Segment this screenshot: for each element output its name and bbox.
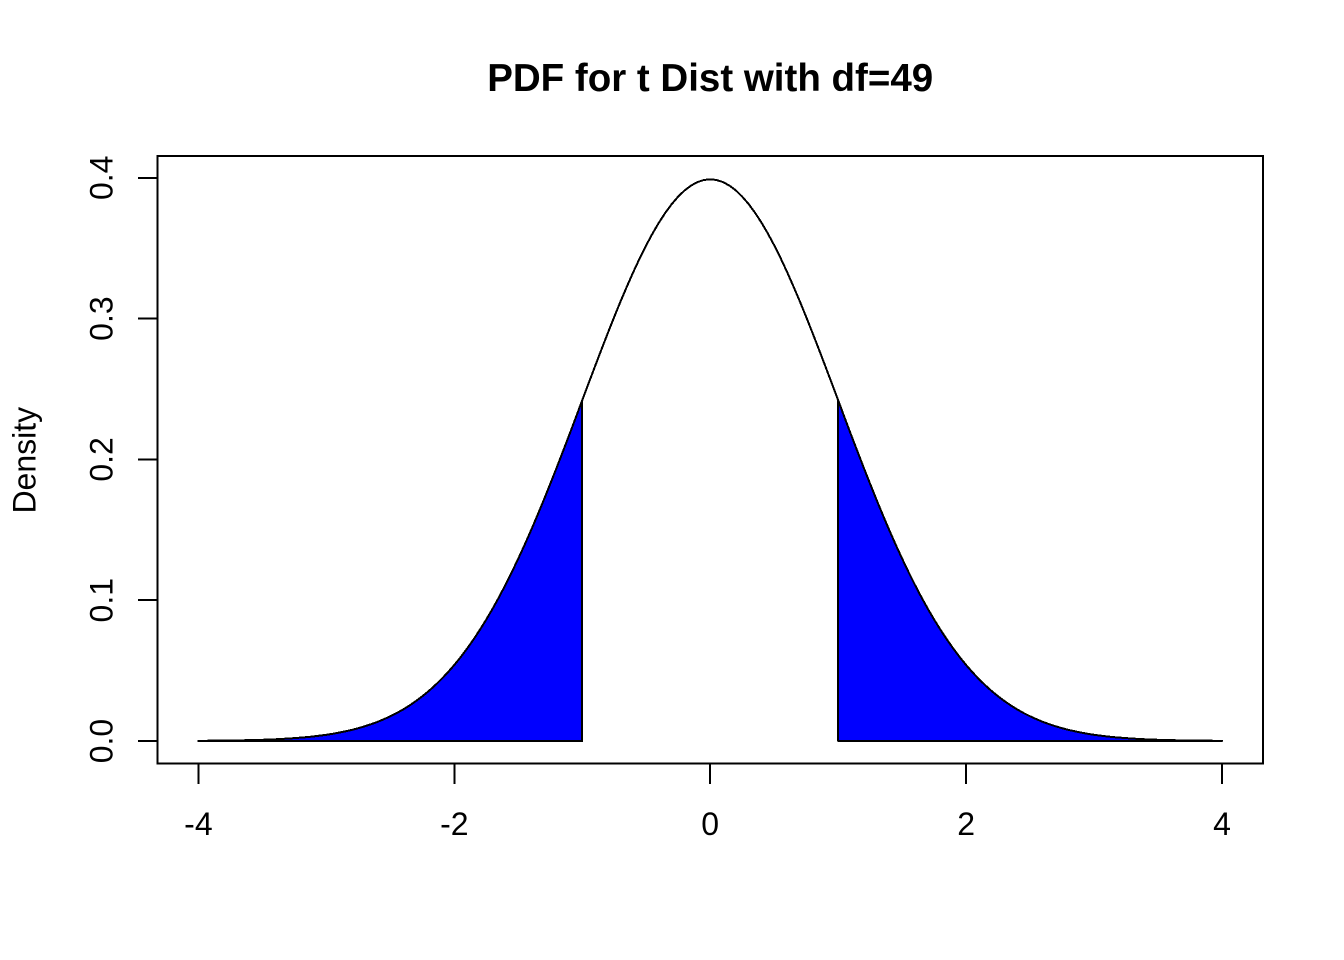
svg-text:Density: Density [6,407,42,514]
svg-text:0.0: 0.0 [83,719,119,763]
svg-text:0.2: 0.2 [83,437,119,481]
svg-text:-4: -4 [184,806,212,842]
svg-text:0: 0 [701,806,719,842]
svg-text:2: 2 [957,806,975,842]
svg-text:-2: -2 [440,806,468,842]
svg-text:0.4: 0.4 [83,156,119,200]
svg-text:0.3: 0.3 [83,296,119,340]
svg-text:4: 4 [1213,806,1231,842]
svg-text:PDF for t Dist with df=49: PDF for t Dist with df=49 [487,57,933,100]
svg-text:0.1: 0.1 [83,578,119,622]
